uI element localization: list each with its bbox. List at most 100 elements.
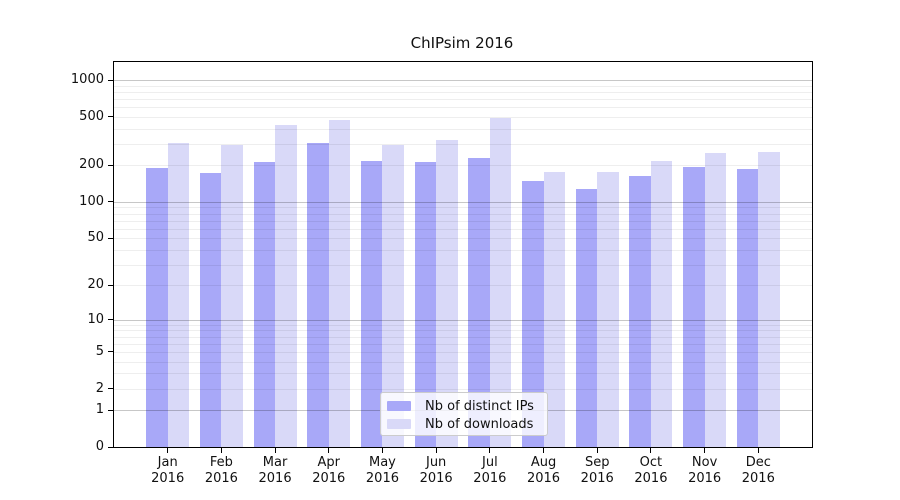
y-tick-mark xyxy=(108,79,113,81)
bar-ips-oct xyxy=(629,176,651,447)
x-tick-label-jun: Jun 2016 xyxy=(419,455,453,486)
x-tick-label-dec: Dec 2016 xyxy=(741,455,775,486)
bar-ips-nov xyxy=(683,167,705,447)
bar-ips-apr xyxy=(307,143,329,447)
y-tick-label: 1000 xyxy=(70,72,104,88)
bar-ips-jun xyxy=(414,161,437,447)
gridline-30 xyxy=(114,264,812,266)
y-tick-mark xyxy=(108,351,113,353)
x-tick-label-may: May 2016 xyxy=(365,455,399,486)
gridline-6 xyxy=(114,343,812,345)
bar-downloads-sep xyxy=(597,172,619,447)
gridline-90 xyxy=(114,207,812,209)
x-tick-label-nov: Nov 2016 xyxy=(688,455,722,486)
x-tick-mark xyxy=(757,448,759,453)
bar-downloads-dec xyxy=(758,151,780,447)
bar-ips-jan xyxy=(146,168,168,447)
gridline-70 xyxy=(114,220,812,222)
y-tick-label: 1 xyxy=(95,402,104,418)
gridline-300 xyxy=(114,143,812,145)
plot-area: 1000 500 200 100 50 20 10 5 2 1 0 Jan 2016 Feb 2016 M… xyxy=(71,61,813,486)
grid-layer xyxy=(114,62,812,447)
bars-layer xyxy=(114,62,812,447)
gridline-20 xyxy=(114,285,812,287)
x-tick-label-mar: Mar 2016 xyxy=(258,455,292,486)
x-tick-label-jul: Jul 2016 xyxy=(473,455,507,486)
axis-layer: 1000 500 200 100 50 20 10 5 2 1 0 Jan 2016 Feb 2016 M… xyxy=(71,62,812,486)
bar-ips-jul xyxy=(468,158,490,447)
gridline-900 xyxy=(114,85,812,87)
x-tick-mark xyxy=(220,448,222,453)
x-tick-label-apr: Apr 2016 xyxy=(312,455,346,486)
y-tick-label: 100 xyxy=(79,193,104,209)
gridline-500 xyxy=(114,116,812,118)
x-tick-mark xyxy=(596,448,598,453)
y-tick-label: 20 xyxy=(87,277,104,293)
gridline-60 xyxy=(114,228,812,230)
legend-row-distinct-ips: Nb of distinct IPs xyxy=(387,397,541,415)
gridline-3 xyxy=(114,373,812,375)
bar-downloads-jan xyxy=(167,142,190,447)
x-tick-mark xyxy=(650,448,652,453)
bar-ips-feb xyxy=(199,173,222,447)
x-tick-mark xyxy=(328,448,330,453)
x-tick-mark xyxy=(704,448,706,453)
gridline-800 xyxy=(114,91,812,93)
gridline-7 xyxy=(114,336,812,338)
bar-downloads-oct xyxy=(650,160,673,447)
gridline-100 xyxy=(114,201,812,203)
y-tick-mark xyxy=(108,237,113,239)
bar-ips-aug xyxy=(522,181,544,447)
x-tick-mark xyxy=(167,448,169,453)
legend-row-downloads: Nb of downloads xyxy=(387,415,541,433)
y-tick-mark xyxy=(108,284,113,286)
legend: Nb of distinct IPs Nb of downloads xyxy=(380,392,548,436)
gridline-8 xyxy=(114,330,812,332)
y-tick-label: 10 xyxy=(87,311,104,327)
y-tick-mark xyxy=(108,409,113,411)
x-tick-mark xyxy=(489,448,491,453)
gridline-700 xyxy=(114,98,812,100)
x-tick-label-sep: Sep 2016 xyxy=(580,455,614,486)
legend-swatch-distinct-ips-icon xyxy=(387,401,411,411)
gridline-600 xyxy=(114,107,812,109)
legend-label-distinct-ips: Nb of distinct IPs xyxy=(425,398,534,414)
y-tick-mark xyxy=(108,446,113,448)
bar-downloads-may xyxy=(382,145,404,447)
y-tick-label: 200 xyxy=(79,157,104,173)
y-tick-mark xyxy=(108,201,113,203)
y-tick-mark xyxy=(108,388,113,390)
x-tick-mark xyxy=(543,448,545,453)
gridline-50 xyxy=(114,238,812,240)
gridline-1000 xyxy=(114,80,812,82)
y-tick-label: 2 xyxy=(95,380,104,396)
gridline-40 xyxy=(114,249,812,251)
legend-label-downloads: Nb of downloads xyxy=(425,416,534,432)
gridline-200 xyxy=(114,165,812,167)
gridline-9 xyxy=(114,324,812,326)
bar-downloads-apr xyxy=(328,119,351,447)
y-tick-mark xyxy=(108,164,113,166)
gridline-10 xyxy=(114,319,812,321)
y-tick-label: 50 xyxy=(87,230,104,246)
x-tick-mark xyxy=(381,448,383,453)
gridline-80 xyxy=(114,213,812,215)
x-tick-label-oct: Oct 2016 xyxy=(634,455,668,486)
bar-downloads-mar xyxy=(275,124,297,447)
gridline-4 xyxy=(114,361,812,363)
bar-ips-may xyxy=(360,161,383,447)
bar-ips-dec xyxy=(736,168,759,447)
x-tick-mark xyxy=(435,448,437,453)
y-tick-mark xyxy=(108,116,113,118)
gridline-5 xyxy=(114,351,812,353)
y-tick-label: 5 xyxy=(95,343,104,359)
x-tick-label-feb: Feb 2016 xyxy=(204,455,238,486)
bar-ips-mar xyxy=(253,161,276,447)
chart-title: ChIPsim 2016 xyxy=(410,34,514,52)
gridline-400 xyxy=(114,128,812,130)
x-tick-mark xyxy=(274,448,276,453)
y-tick-label: 500 xyxy=(79,108,104,124)
legend-swatch-downloads-icon xyxy=(387,419,411,429)
x-tick-label-aug: Aug 2016 xyxy=(526,455,561,486)
